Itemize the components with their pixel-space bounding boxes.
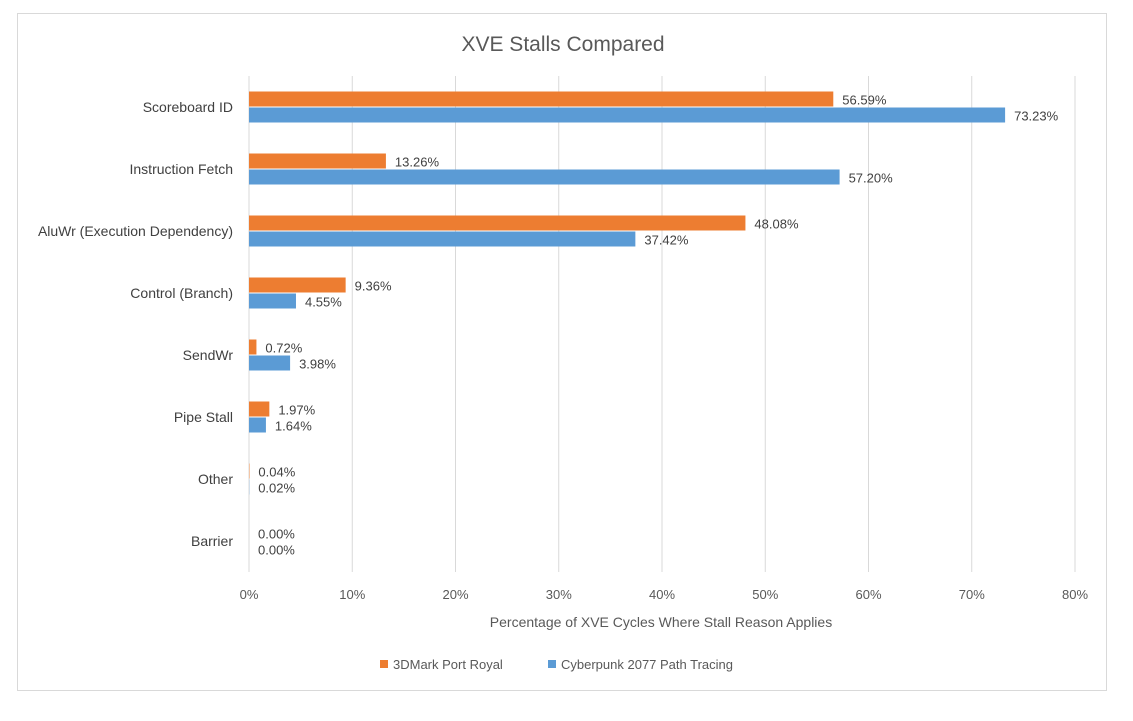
data-label-3dmark-port-royal-instruction-fetch: 13.26% — [395, 155, 440, 170]
legend: 3DMark Port Royal Cyberpunk 2077 Path Tra… — [380, 657, 733, 672]
x-axis-title: Percentage of XVE Cycles Where Stall Rea… — [490, 614, 832, 630]
bar-3dmark-port-royal-pipe-stall — [249, 401, 270, 417]
data-label-cyberpunk-2077-path-tracing-sendwr: 3.98% — [299, 357, 336, 372]
bar-3dmark-port-royal-instruction-fetch — [249, 153, 386, 169]
bar-3dmark-port-royal-sendwr — [249, 339, 257, 355]
category-label-other: Other — [198, 471, 233, 487]
legend-label-3dmark-port-royal: 3DMark Port Royal — [393, 657, 503, 672]
data-label-cyberpunk-2077-path-tracing-barrier: 0.00% — [258, 543, 295, 558]
data-labels: 56.59% 73.23% 13.26% 57.20% 48.08% 37.42% 9.36… — [258, 93, 1059, 558]
data-label-3dmark-port-royal-scoreboard-id: 56.59% — [842, 93, 887, 108]
data-label-3dmark-port-royal-aluwr-execution-dependency: 48.08% — [754, 217, 799, 232]
chart-frame: XVE Stalls Compared 56.59% 73.23% 13.26% 57… — [17, 13, 1107, 691]
legend-swatch-cyberpunk-2077-path-tracing — [548, 660, 556, 668]
category-label-instruction-fetch: Instruction Fetch — [130, 161, 234, 177]
chart-title: XVE Stalls Compared — [461, 33, 664, 56]
category-label-pipe-stall: Pipe Stall — [174, 409, 233, 425]
x-tick-label: 20% — [442, 587, 468, 602]
bar-3dmark-port-royal-scoreboard-id — [249, 91, 834, 107]
category-label-sendwr: SendWr — [183, 347, 234, 363]
x-tick-label: 10% — [339, 587, 365, 602]
gridlines — [248, 76, 1076, 572]
data-label-cyberpunk-2077-path-tracing-pipe-stall: 1.64% — [275, 419, 312, 434]
category-label-scoreboard-id: Scoreboard ID — [143, 99, 233, 115]
x-tick-label: 0% — [240, 587, 259, 602]
legend-swatch-3dmark-port-royal — [380, 660, 388, 668]
bar-cyberpunk-2077-path-tracing-control-branch — [249, 293, 296, 309]
data-label-3dmark-port-royal-other: 0.04% — [258, 465, 295, 480]
bar-cyberpunk-2077-path-tracing-sendwr — [249, 355, 291, 371]
x-tick-labels: 0% 10% 20% 30% 40% 50% 60% 70% 80% — [240, 587, 1089, 602]
bar-cyberpunk-2077-path-tracing-instruction-fetch — [249, 169, 840, 185]
bars — [249, 91, 1006, 495]
bar-chart: XVE Stalls Compared 56.59% 73.23% 13.26% 57… — [38, 33, 1089, 672]
bar-cyberpunk-2077-path-tracing-aluwr-execution-dependency — [249, 231, 636, 247]
data-label-3dmark-port-royal-pipe-stall: 1.97% — [278, 403, 315, 418]
data-label-3dmark-port-royal-control-branch: 9.36% — [355, 279, 392, 294]
data-label-3dmark-port-royal-sendwr: 0.72% — [265, 341, 302, 356]
x-tick-label: 70% — [959, 587, 985, 602]
x-tick-label: 60% — [855, 587, 881, 602]
legend-label-cyberpunk-2077-path-tracing: Cyberpunk 2077 Path Tracing — [561, 657, 733, 672]
x-tick-label: 50% — [752, 587, 778, 602]
data-label-cyberpunk-2077-path-tracing-other: 0.02% — [258, 481, 295, 496]
x-tick-label: 40% — [649, 587, 675, 602]
data-label-cyberpunk-2077-path-tracing-control-branch: 4.55% — [305, 295, 342, 310]
category-label-barrier: Barrier — [191, 533, 233, 549]
data-label-cyberpunk-2077-path-tracing-aluwr-execution-dependency: 37.42% — [644, 233, 689, 248]
bar-3dmark-port-royal-aluwr-execution-dependency — [249, 215, 746, 231]
x-tick-label: 80% — [1062, 587, 1088, 602]
data-label-3dmark-port-royal-barrier: 0.00% — [258, 527, 295, 542]
bar-3dmark-port-royal-control-branch — [249, 277, 346, 293]
bar-cyberpunk-2077-path-tracing-pipe-stall — [249, 417, 266, 433]
data-label-cyberpunk-2077-path-tracing-scoreboard-id: 73.23% — [1014, 109, 1059, 124]
category-label-aluwr-execution-dependency: AluWr (Execution Dependency) — [38, 223, 233, 239]
bar-cyberpunk-2077-path-tracing-scoreboard-id — [249, 107, 1006, 123]
x-tick-label: 30% — [546, 587, 572, 602]
category-labels: Scoreboard ID Instruction Fetch AluWr (Exe… — [38, 99, 233, 549]
category-label-control-branch: Control (Branch) — [130, 285, 233, 301]
data-label-cyberpunk-2077-path-tracing-instruction-fetch: 57.20% — [849, 171, 894, 186]
